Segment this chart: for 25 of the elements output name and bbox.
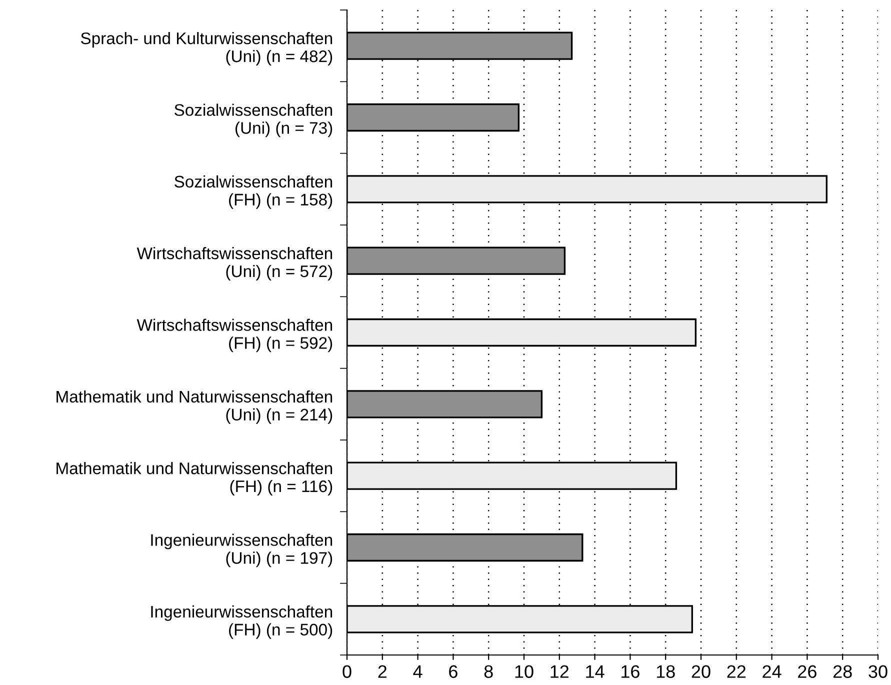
y-tick-label: Sozialwissenschaften (FH) (n = 158): [174, 175, 332, 209]
x-tick-label: 14: [586, 665, 604, 678]
x-tick-label: 20: [692, 665, 710, 678]
y-tick-label: Mathematik und Naturwissenschaften (FH) (n = 116): [56, 462, 332, 496]
x-tick-label: 16: [622, 665, 640, 678]
x-tick-label: 12: [550, 665, 569, 678]
x-tick-label: 26: [798, 665, 816, 678]
x-tick-label: 2: [378, 665, 387, 678]
x-tick-label: 4: [413, 665, 422, 678]
x-tick-label: 22: [727, 665, 746, 678]
x-tick-label: 8: [484, 665, 493, 678]
y-tick-label: Ingenieurwissenschaften (FH) (n = 500): [151, 605, 332, 639]
x-tick-label: 28: [833, 665, 852, 678]
y-tick-label: Sprach- und Kulturwissenschaften (Uni) (n = 482): [80, 32, 332, 66]
y-tick-label: Ingenieurwissenschaften (Uni) (n = 197): [151, 534, 332, 568]
x-tick-label: 18: [656, 665, 675, 678]
y-tick-label: Wirtschaftswissenschaften (FH) (n = 592): [136, 318, 332, 352]
y-tick-label: Wirtschaftswissenschaften (Uni) (n = 572): [136, 247, 332, 281]
y-tick-label: Mathematik und Naturwissenschaften (Uni) (n = 214): [56, 390, 332, 424]
x-tick-label: 30: [868, 665, 888, 678]
y-tick-label: Sozialwissenschaften (Uni) (n = 73): [174, 104, 332, 138]
x-tick-label: 24: [762, 665, 782, 678]
x-tick-label: 0: [342, 665, 352, 678]
x-tick-label: 10: [515, 665, 534, 678]
x-tick-label: 6: [449, 665, 458, 678]
